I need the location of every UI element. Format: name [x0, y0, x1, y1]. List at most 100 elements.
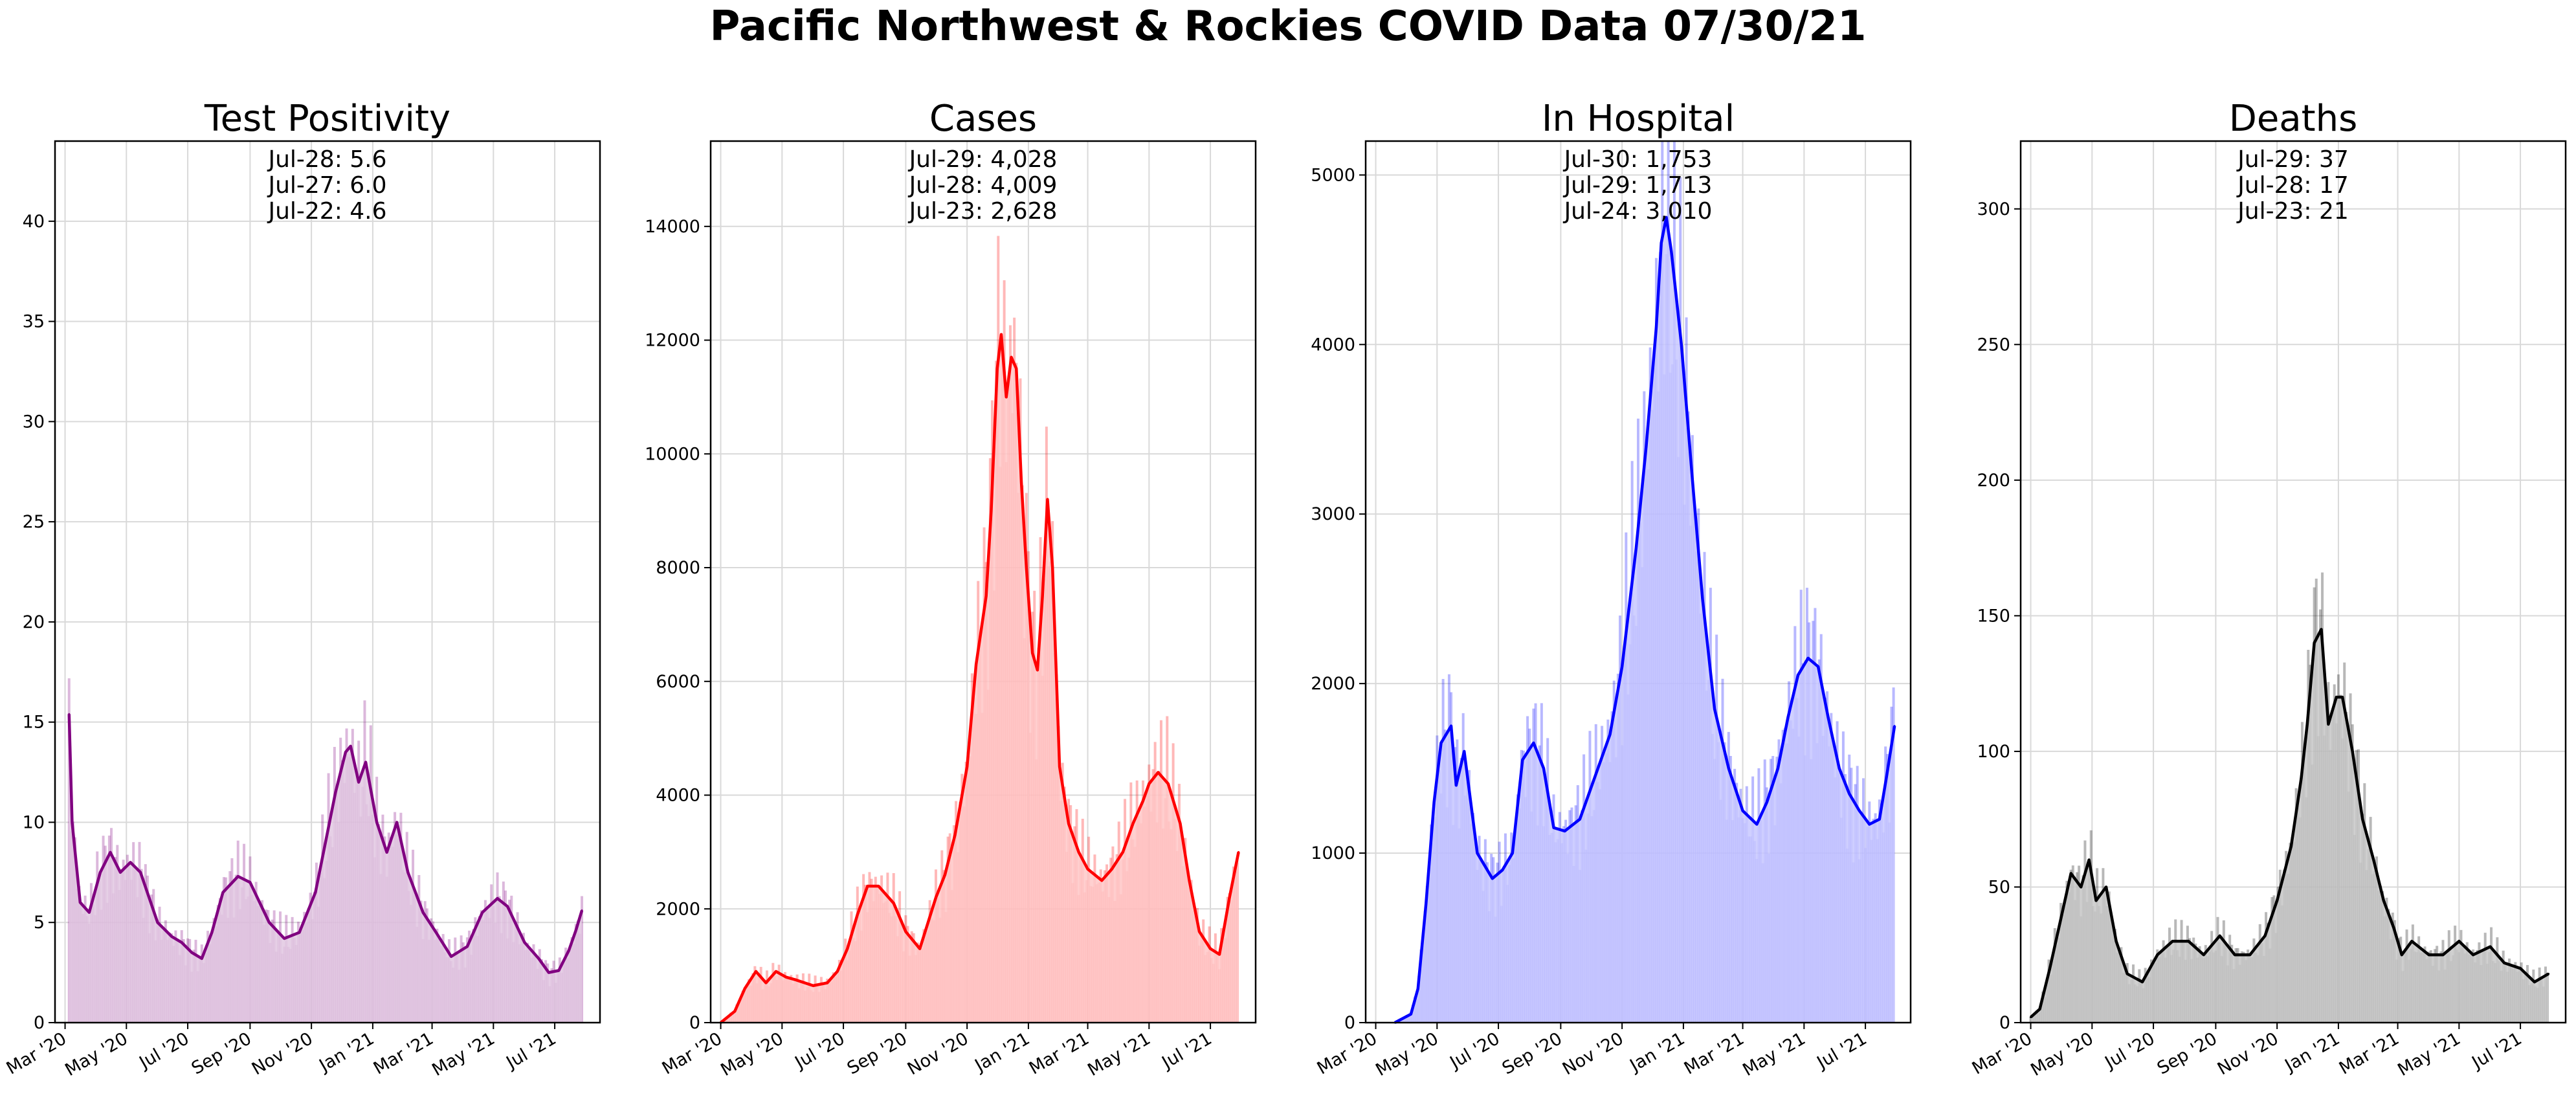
- chart-title: Test Positivity: [204, 98, 450, 140]
- data-point: [506, 905, 509, 907]
- x-tick-label: Jul '21: [1813, 1028, 1871, 1073]
- data-point: [221, 891, 224, 894]
- data-point: [2351, 750, 2354, 753]
- latest-value-annotation: Jul-27: 6.0: [267, 172, 386, 199]
- x-tick-label: Mar '21: [1681, 1028, 1748, 1079]
- data-point: [1797, 674, 1799, 676]
- data-point: [1858, 810, 1861, 812]
- data-point: [1209, 948, 1212, 950]
- data-point: [1157, 771, 1159, 773]
- y-tick-label: 300: [1977, 199, 2010, 219]
- data-point: [466, 945, 469, 948]
- data-point: [201, 957, 203, 960]
- data-point: [764, 981, 767, 984]
- chart-title: Cases: [929, 98, 1037, 140]
- x-tick-label: Jul '20: [2100, 1028, 2158, 1073]
- data-point: [1440, 742, 1443, 744]
- data-point: [1015, 367, 1017, 370]
- data-point: [846, 948, 849, 950]
- data-point: [1868, 823, 1871, 826]
- x-tick-label: Mar '21: [2336, 1028, 2403, 1079]
- data-point: [2300, 777, 2302, 780]
- data-point: [1005, 395, 1008, 398]
- data-point: [298, 931, 301, 934]
- data-point: [406, 871, 409, 874]
- y-tick-label: 8000: [656, 558, 700, 578]
- data-point: [1491, 877, 1494, 880]
- data-point: [2519, 967, 2522, 970]
- data-point: [2327, 723, 2329, 726]
- data-point: [283, 937, 285, 940]
- data-point: [350, 745, 352, 748]
- x-tick-label: Nov '20: [1559, 1028, 1627, 1079]
- y-tick-label: 4000: [1311, 335, 1355, 355]
- data-point: [2401, 953, 2403, 956]
- data-point: [836, 970, 839, 973]
- data-point: [139, 871, 142, 874]
- y-tick-label: 2000: [656, 899, 700, 919]
- data-point: [1417, 988, 1419, 990]
- data-point: [1000, 333, 1003, 336]
- data-point: [2248, 953, 2251, 956]
- data-point: [1148, 783, 1150, 785]
- x-tick-label: Mar '20: [1969, 1028, 2036, 1079]
- data-point: [1410, 1013, 1412, 1016]
- data-point: [944, 874, 946, 876]
- x-tick-label: Sep '20: [1499, 1028, 1566, 1078]
- data-point: [1100, 879, 1103, 882]
- series-area: [69, 714, 583, 1023]
- y-tick-label: 0: [1344, 1013, 1355, 1033]
- data-point: [2219, 935, 2221, 937]
- data-point: [2070, 872, 2072, 875]
- data-point: [1777, 767, 1779, 770]
- x-tick-label: Mar '20: [1314, 1028, 1381, 1079]
- data-point: [422, 911, 425, 914]
- y-tick-label: 25: [23, 512, 45, 532]
- data-point: [88, 911, 91, 914]
- x-tick-label: May '21: [1084, 1028, 1153, 1080]
- series-area: [720, 334, 1239, 1023]
- y-tick-label: 150: [1977, 606, 2010, 626]
- data-point: [1621, 665, 1623, 668]
- x-tick-label: Mar '21: [1026, 1028, 1093, 1079]
- data-point: [2030, 1016, 2032, 1019]
- data-point: [1635, 547, 1638, 550]
- data-point: [1067, 822, 1070, 825]
- x-tick-label: May '21: [2394, 1028, 2463, 1080]
- x-tick-label: Jan '21: [971, 1028, 1034, 1076]
- data-point: [1665, 216, 1667, 219]
- data-point: [2392, 926, 2395, 929]
- x-tick-label: Nov '20: [249, 1028, 316, 1079]
- x-tick-label: Sep '20: [188, 1028, 255, 1078]
- x-tick-label: Nov '20: [904, 1028, 972, 1079]
- y-tick-label: 35: [23, 312, 45, 332]
- data-point: [1755, 823, 1758, 826]
- x-tick-label: Mar '20: [3, 1028, 70, 1079]
- x-tick-label: Jul '21: [502, 1028, 560, 1073]
- data-point: [2095, 899, 2098, 902]
- data-point: [2489, 946, 2491, 948]
- data-point: [2187, 940, 2190, 942]
- data-point: [2306, 723, 2309, 726]
- x-tick-label: Jul '21: [2468, 1028, 2526, 1073]
- data-point: [2126, 973, 2129, 975]
- data-point: [1087, 868, 1089, 871]
- data-point: [1817, 665, 1819, 668]
- data-point: [249, 881, 251, 883]
- data-point: [1238, 850, 1240, 853]
- data-point: [877, 885, 880, 887]
- data-point: [975, 663, 977, 665]
- plot-frame: [1364, 140, 1912, 1024]
- data-point: [935, 896, 937, 899]
- x-tick-label: Jul '20: [135, 1028, 192, 1073]
- data-point: [1450, 725, 1452, 727]
- data-point: [1553, 827, 1555, 829]
- chart-title: Deaths: [2229, 98, 2358, 140]
- x-tick-label: Sep '20: [2154, 1028, 2221, 1078]
- data-point: [75, 861, 78, 863]
- x-tick-label: May '21: [428, 1028, 498, 1080]
- data-point: [1848, 792, 1850, 795]
